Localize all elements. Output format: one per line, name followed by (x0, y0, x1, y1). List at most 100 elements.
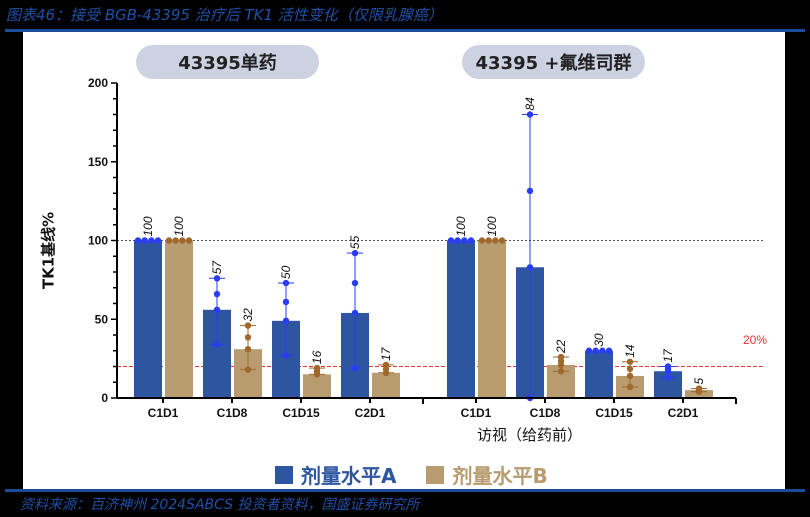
data-point (313, 371, 321, 378)
data-point (592, 347, 599, 354)
data-point (179, 237, 186, 244)
legend-label-a: 剂量水平A (301, 464, 397, 488)
data-label: 17 (661, 348, 675, 363)
data-point (213, 290, 221, 298)
data-label: 17 (379, 346, 393, 361)
source-rule (5, 489, 805, 492)
data-label: 100 (141, 216, 155, 236)
legend-swatch-b-icon (426, 465, 445, 484)
data-point (626, 383, 634, 391)
title-rule (5, 29, 805, 32)
bar (165, 240, 193, 398)
data-point (526, 187, 534, 195)
y-tick-label: 50 (95, 312, 109, 326)
data-point (351, 309, 359, 317)
y-tick-label: 100 (88, 234, 108, 248)
data-point (498, 237, 506, 244)
data-point (165, 237, 173, 244)
data-label: 16 (310, 350, 324, 364)
bar (447, 240, 475, 398)
data-point (557, 368, 565, 375)
x-axis-title: 访视（给药前） (477, 426, 583, 444)
data-point (557, 361, 565, 369)
data-point (351, 249, 359, 257)
data-point (282, 317, 290, 325)
data-point (585, 347, 593, 354)
y-tick-label: 150 (88, 155, 108, 169)
legend-swatch-a-icon (275, 465, 293, 484)
threshold-label: 20% (743, 333, 768, 347)
data-point (492, 237, 499, 244)
data-point (351, 364, 359, 372)
data-label: 5 (692, 378, 706, 385)
legend: 剂量水平A 剂量水平B (275, 460, 548, 489)
y-tick-label: 0 (101, 391, 108, 405)
data-point (185, 237, 193, 244)
data-point (282, 352, 290, 359)
data-point (626, 365, 634, 373)
x-tick-label: C1D15 (595, 406, 633, 420)
data-point (282, 298, 290, 306)
figure-title: 图表46：接受 BGB-43395 治疗后 TK1 活性变化（仅限乳腺癌） (6, 6, 443, 24)
data-point (695, 388, 703, 395)
data-point (664, 374, 672, 381)
data-label: 57 (210, 260, 224, 275)
data-point (213, 341, 221, 348)
data-point (526, 264, 534, 271)
data-point (172, 237, 179, 244)
bar (134, 240, 162, 398)
data-point (599, 347, 606, 354)
data-point (605, 347, 613, 354)
x-tick-label: C2D1 (668, 406, 699, 420)
y-tick-label: 200 (88, 76, 108, 90)
legend-item-b: 剂量水平B (426, 460, 548, 489)
x-tick-label: C1D8 (530, 406, 561, 420)
data-point (478, 237, 486, 244)
data-label: 100 (172, 216, 186, 236)
data-point (664, 368, 672, 375)
x-tick-label: C1D1 (461, 406, 492, 420)
data-point (382, 369, 390, 376)
bar (478, 240, 506, 398)
bar (585, 350, 613, 398)
data-point (526, 111, 534, 118)
x-tick-label: C2D1 (355, 406, 386, 420)
bar (372, 372, 400, 398)
bar (303, 374, 331, 398)
data-point (282, 279, 290, 287)
data-label: 100 (454, 216, 468, 236)
panel-label-combination: 43395 +氟维司群 (462, 45, 645, 79)
data-label: 22 (554, 339, 568, 354)
data-label: 100 (485, 216, 499, 236)
data-point (134, 237, 142, 244)
data-point (454, 237, 461, 244)
data-label: 30 (592, 333, 606, 347)
legend-label-b: 剂量水平B (452, 464, 548, 488)
data-point (244, 345, 252, 353)
data-point (213, 275, 221, 282)
data-point (213, 306, 221, 313)
legend-item-a: 剂量水平A (275, 460, 396, 489)
data-point (485, 237, 492, 244)
data-point (154, 237, 162, 244)
data-label: 84 (523, 97, 537, 111)
data-label: 14 (623, 344, 637, 358)
data-point (626, 358, 634, 365)
data-label: 55 (348, 235, 362, 249)
data-point (244, 366, 252, 373)
data-point (351, 279, 359, 287)
data-label: 50 (279, 265, 293, 279)
panel-label-monotherapy: 43395单药 (136, 45, 319, 79)
data-point (244, 334, 252, 341)
data-point (467, 237, 475, 244)
data-point (141, 237, 148, 244)
data-label: 32 (241, 308, 255, 322)
x-tick-label: C1D1 (148, 406, 179, 420)
data-point (626, 372, 634, 380)
data-point (447, 237, 455, 244)
data-point (244, 322, 252, 329)
x-tick-label: C1D15 (282, 406, 320, 420)
x-tick-label: C1D8 (217, 406, 248, 420)
data-point (148, 237, 155, 244)
